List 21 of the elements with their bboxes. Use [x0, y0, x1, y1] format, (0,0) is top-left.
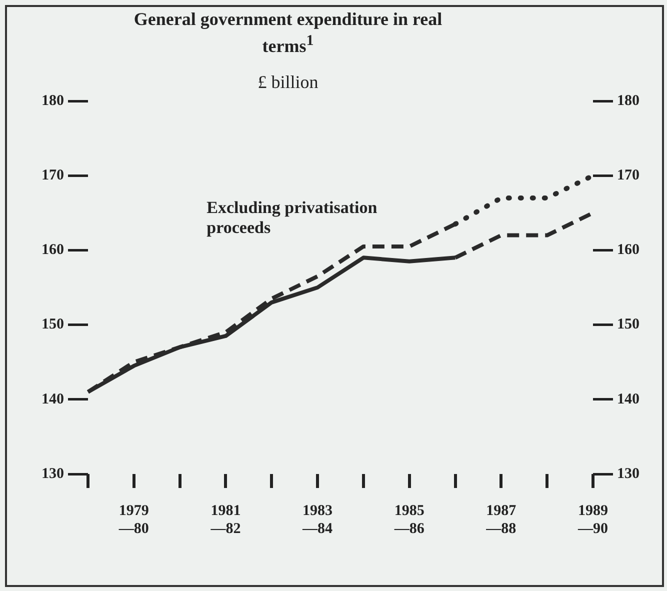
y-tick-label: 140 — [42, 391, 64, 408]
y2-tick-label: 150 — [617, 316, 640, 333]
y2-tick-label: 170 — [617, 167, 640, 184]
x-tick-label: 1983 —84 — [302, 502, 334, 537]
x-tick-label: 1981 —82 — [210, 502, 241, 537]
series-label: Excluding privatisation proceeds — [206, 198, 378, 237]
y-tick-label: 180 — [42, 92, 64, 109]
y-tick-label: 130 — [42, 466, 64, 482]
y2-tick-label: 130 — [617, 466, 640, 482]
x-tick-label: 1979 —80 — [118, 502, 149, 537]
y-tick-label: 170 — [42, 167, 64, 184]
y2-tick-label: 180 — [617, 92, 640, 109]
x-tick-label: 1989 —90 — [577, 502, 608, 537]
y-tick-label: 150 — [42, 316, 64, 333]
chart-title: General government expenditure in real terms$^{1}$ — [133, 8, 443, 57]
x-tick-label: 1987 —88 — [485, 502, 517, 537]
chart-subtitle: £ billion — [256, 72, 320, 93]
y2-tick-label: 140 — [617, 391, 640, 408]
y2-tick-label: 160 — [617, 242, 640, 258]
x-tick-label: 1985 —86 — [393, 502, 425, 537]
y-tick-label: 160 — [42, 242, 64, 258]
